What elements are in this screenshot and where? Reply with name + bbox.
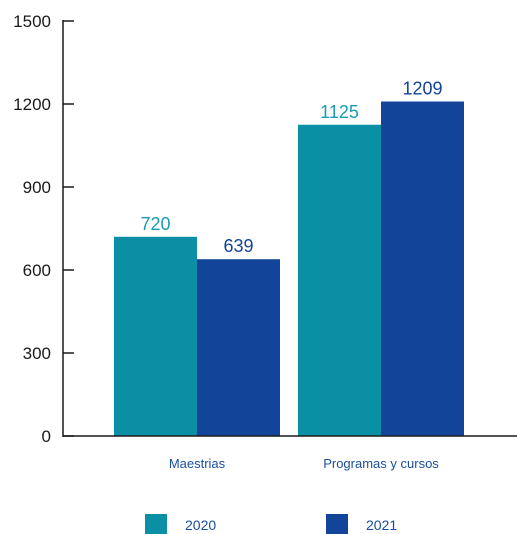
y-tick-label: 1200: [13, 95, 51, 114]
data-labels-layer: 720 639 1125 1209: [140, 79, 442, 257]
bar-2021-1: [197, 259, 280, 436]
legend-label-2021: 2021: [366, 517, 397, 533]
data-label-2020-2: 1125: [320, 102, 359, 122]
y-tick-label: 900: [23, 178, 51, 197]
category-label: Maestrias: [169, 456, 226, 471]
legend-swatch-2021: [326, 514, 348, 534]
bar-2020-1: [114, 236, 197, 436]
category-label: Programas y cursos: [323, 456, 439, 471]
y-tick-label: 0: [42, 427, 51, 446]
legend-label-2020: 2020: [185, 517, 216, 533]
y-tick-label: 1500: [13, 12, 51, 31]
data-label-2020-1: 720: [140, 214, 170, 234]
y-tick-label: 300: [23, 344, 51, 363]
bar-2021-2: [381, 101, 464, 436]
legend: 2020 2021: [145, 514, 397, 534]
data-label-2021-1: 639: [223, 236, 253, 256]
bars-layer: [114, 101, 464, 436]
y-tick-label: 600: [23, 261, 51, 280]
data-label-2021-2: 1209: [402, 79, 442, 99]
legend-swatch-2020: [145, 514, 167, 534]
category-labels-layer: Maestrias Programas y cursos: [169, 456, 439, 471]
bar-2020-2: [298, 124, 381, 436]
y-ticks-layer: 0 300 600 900 1200 1500: [13, 12, 74, 446]
